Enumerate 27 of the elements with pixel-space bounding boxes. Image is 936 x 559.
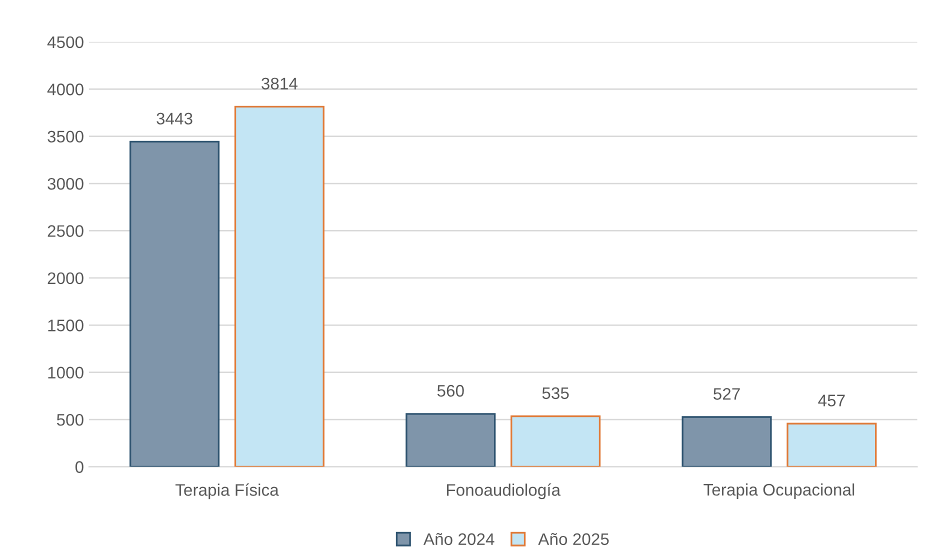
data-label: 3814 [262, 78, 298, 90]
y-tick-label: 1000 [48, 366, 84, 379]
data-label: 560 [437, 384, 464, 397]
x-tick-label: Terapia Física [175, 483, 279, 500]
y-tick-label: 3000 [48, 178, 84, 190]
y-tick-label: 2500 [48, 225, 84, 237]
y-tick-label: 0 [75, 461, 84, 473]
x-tick-label: Fonoaudiología [447, 483, 561, 500]
data-label: 535 [542, 387, 569, 400]
data-label: 457 [818, 394, 845, 406]
y-tick-label: 500 [56, 414, 84, 426]
bar [406, 413, 496, 467]
bar [510, 415, 601, 467]
bar [130, 140, 220, 467]
y-tick-label: 2000 [48, 272, 84, 284]
x-tick-label: Terapia Ocupacional [704, 483, 854, 499]
y-tick-label: 4500 [47, 36, 84, 48]
y-tick-label: 3500 [48, 130, 84, 143]
y-tick-label: 1500 [48, 320, 84, 332]
bar [682, 416, 772, 467]
legend-label: Año 2024 [423, 532, 494, 546]
data-label: 527 [714, 388, 740, 400]
legend-label: Año 2025 [538, 532, 609, 546]
data-label: 3443 [156, 112, 192, 125]
bar [786, 422, 877, 467]
bar [234, 106, 324, 467]
y-tick-label: 4000 [47, 84, 84, 96]
